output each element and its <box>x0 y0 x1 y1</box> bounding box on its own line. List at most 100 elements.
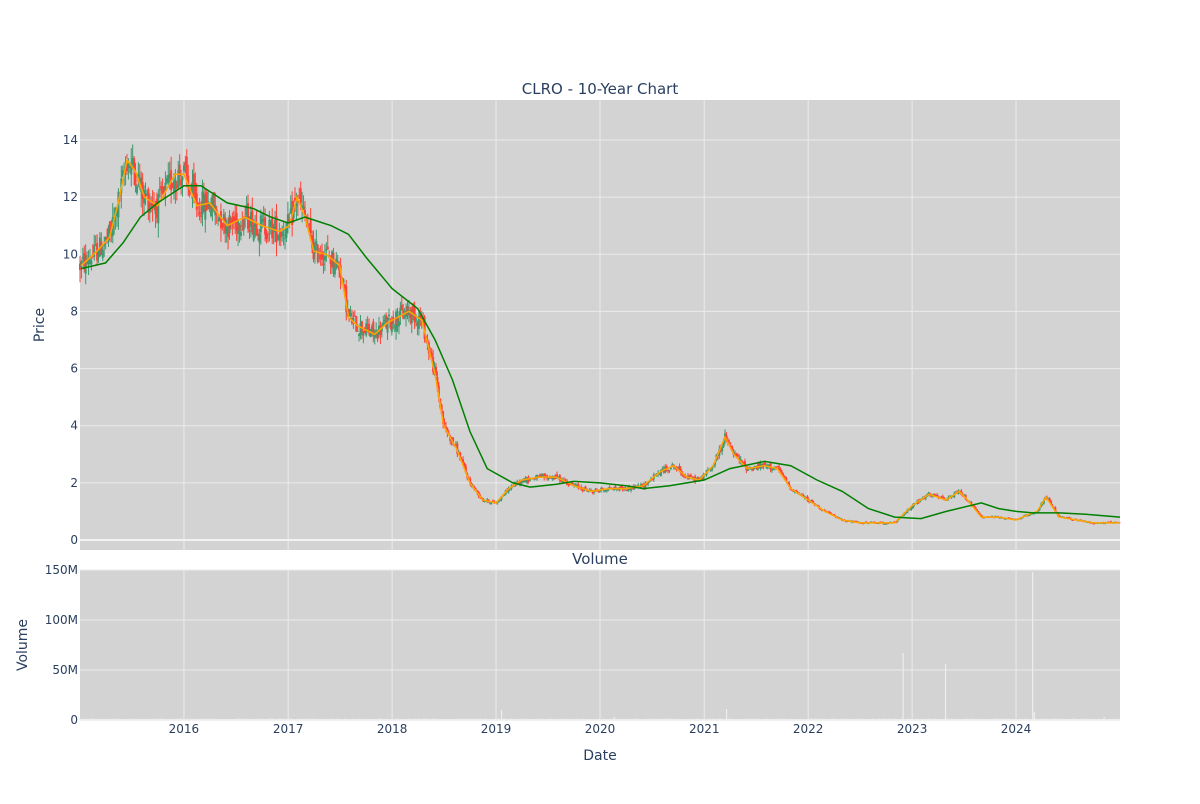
volume-bar <box>611 718 613 720</box>
candle-body <box>587 490 590 492</box>
volume-bar <box>1006 718 1008 720</box>
x-tick-label: 2019 <box>481 722 512 736</box>
volume-bar <box>751 718 753 720</box>
candle-body <box>577 484 580 489</box>
candle-body <box>526 476 529 484</box>
volume-bar <box>765 718 767 720</box>
volume-bar <box>815 717 817 720</box>
candle-body <box>403 317 406 319</box>
candle-body <box>323 255 326 261</box>
volume-bar <box>581 717 583 720</box>
volume-bar <box>763 719 765 720</box>
volume-bar <box>767 718 769 720</box>
volume-bar <box>1078 719 1080 720</box>
volume-bar <box>430 719 432 720</box>
volume-bar <box>215 718 217 720</box>
x-tick-label: 2016 <box>169 722 200 736</box>
volume-bar <box>362 718 364 720</box>
candle-body <box>181 176 184 181</box>
candle-body <box>570 482 573 484</box>
volume-bar <box>1042 717 1044 720</box>
volume-bar <box>920 718 922 720</box>
volume-bar <box>382 719 384 720</box>
candle-body <box>200 215 203 217</box>
volume-y-tick-label: 0 <box>70 713 78 727</box>
volume-bar <box>470 719 472 720</box>
volume-bar <box>314 719 316 720</box>
volume-bar <box>250 719 252 720</box>
candle-body <box>933 494 936 497</box>
volume-bar <box>248 719 250 720</box>
volume-bar <box>1012 718 1014 720</box>
candle-body <box>620 486 623 490</box>
volume-bar <box>850 718 852 720</box>
x-tick-label: 2022 <box>793 722 824 736</box>
volume-bar <box>896 719 898 720</box>
candle-body <box>416 322 419 326</box>
candle-body <box>743 461 746 465</box>
candle-body <box>523 478 526 483</box>
candle-body <box>165 178 168 183</box>
candle-body <box>731 446 734 451</box>
volume-bar <box>539 718 541 720</box>
candle-body <box>436 377 439 388</box>
volume-bar <box>185 718 187 720</box>
volume-bar <box>783 717 785 720</box>
volume-bar <box>217 719 219 720</box>
volume-bar <box>753 718 755 720</box>
volume-bar <box>107 718 109 720</box>
volume-bar <box>709 718 711 720</box>
candle-body <box>104 236 107 242</box>
candle-body <box>338 264 341 271</box>
volume-bar <box>906 718 908 720</box>
volume-bar <box>795 718 797 720</box>
volume-bar <box>111 717 113 720</box>
candle-body <box>571 483 574 486</box>
candle-body <box>259 215 262 233</box>
volume-bar <box>577 719 579 720</box>
candle-body <box>503 494 506 496</box>
volume-bar <box>1114 718 1116 720</box>
volume-bar <box>278 717 280 720</box>
volume-bar <box>528 719 530 720</box>
volume-bar <box>565 718 567 720</box>
candle-body <box>415 318 418 322</box>
volume-bar <box>87 719 89 720</box>
volume-bar <box>1036 718 1038 720</box>
candle-body <box>386 317 389 333</box>
volume-bar <box>870 719 872 720</box>
candle-body <box>399 307 402 316</box>
volume-bar <box>655 718 657 720</box>
price-y-tick-label: 2 <box>70 476 78 490</box>
candle-body <box>658 473 661 475</box>
volume-bar <box>914 718 916 720</box>
volume-bar <box>936 719 938 720</box>
candle-body <box>201 191 204 215</box>
volume-bar <box>954 718 956 720</box>
candle-body <box>795 490 798 493</box>
volume-bar <box>916 718 918 720</box>
volume-bar <box>769 719 771 720</box>
volume-bar <box>557 719 559 720</box>
volume-bar <box>747 718 749 720</box>
volume-bar <box>350 718 352 720</box>
candle-body <box>376 333 379 340</box>
volume-bar <box>607 719 609 720</box>
candle-body <box>602 490 605 492</box>
candle-body <box>352 317 355 323</box>
volume-bar <box>563 717 565 720</box>
volume-bar <box>948 718 950 720</box>
candle-body <box>561 479 564 483</box>
candle-body <box>782 474 785 478</box>
volume-bar <box>1118 718 1120 720</box>
volume-bar <box>436 718 438 720</box>
volume-bar <box>926 719 928 720</box>
candle-body <box>973 504 976 508</box>
candle-body <box>172 180 175 192</box>
candle-body <box>714 462 717 465</box>
candle-body <box>163 186 166 188</box>
candle-body <box>550 477 553 479</box>
volume-bar <box>633 718 635 720</box>
volume-bar <box>960 719 962 720</box>
candle-body <box>107 227 110 240</box>
